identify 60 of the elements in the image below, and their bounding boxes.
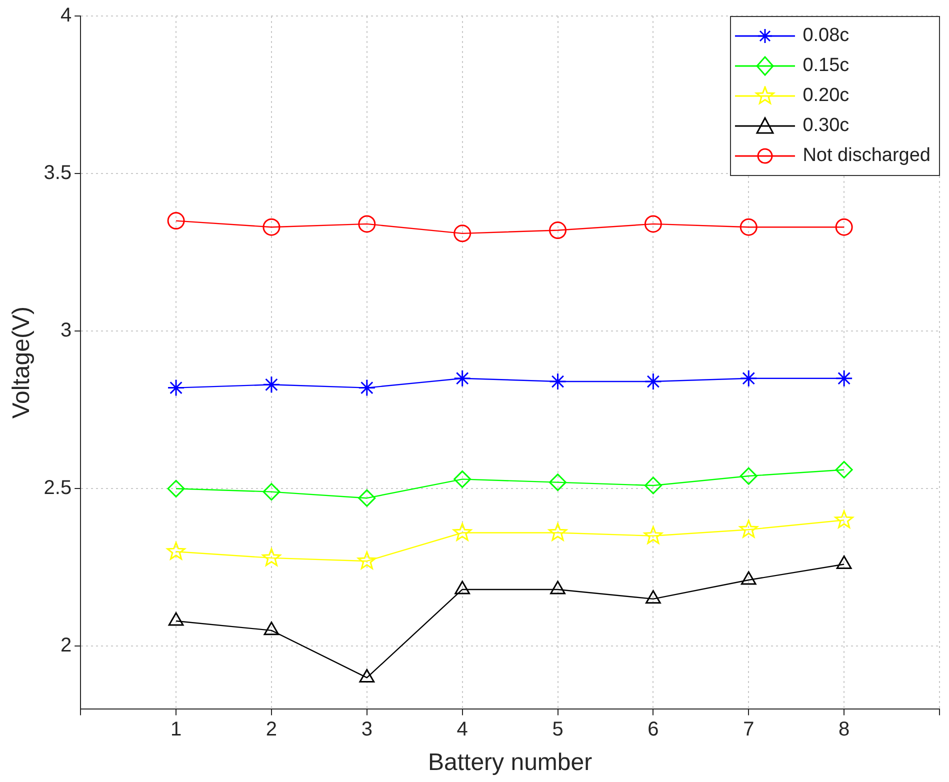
point — [359, 668, 375, 682]
point — [358, 489, 376, 507]
point — [262, 483, 280, 501]
point — [358, 551, 376, 570]
point — [262, 376, 280, 394]
legend-label: 0.20c — [802, 85, 850, 107]
point — [454, 580, 470, 594]
y-tick-label: 4 — [60, 4, 72, 27]
point — [644, 215, 662, 233]
point — [549, 372, 567, 390]
point — [644, 476, 662, 494]
x-axis-title: Battery number — [428, 749, 592, 776]
point — [454, 224, 472, 242]
point — [740, 218, 758, 236]
point — [739, 520, 758, 538]
point — [358, 379, 376, 397]
point — [836, 556, 852, 570]
point — [262, 218, 280, 236]
point — [550, 580, 566, 594]
legend-label: 0.15c — [802, 55, 850, 77]
point — [834, 510, 854, 528]
legend-label: 0.08c — [802, 25, 850, 47]
y-axis-title: Voltage(V) — [8, 306, 36, 419]
point — [740, 467, 758, 485]
y-tick-label: 3 — [60, 320, 72, 342]
point — [740, 571, 756, 585]
x-tick-label: 8 — [838, 718, 850, 741]
legend-label: Not discharged — [802, 145, 930, 167]
point — [740, 370, 758, 388]
point — [167, 212, 185, 230]
point — [454, 370, 472, 388]
x-tick-label: 7 — [743, 718, 754, 741]
point — [167, 480, 185, 498]
point — [549, 474, 567, 492]
y-tick-label: 3.5 — [44, 162, 72, 184]
x-tick-label: 1 — [170, 718, 182, 741]
y-tick-label: 2.5 — [44, 477, 72, 500]
legend-label: 0.30c — [802, 115, 850, 137]
y-tick-label: 2 — [60, 634, 72, 657]
point — [167, 379, 185, 397]
point — [646, 590, 661, 604]
point — [454, 470, 472, 488]
point — [264, 622, 280, 636]
point — [835, 370, 853, 388]
x-tick-label: 3 — [361, 718, 372, 741]
point — [644, 526, 663, 544]
point — [358, 215, 376, 233]
point — [453, 523, 472, 541]
x-tick-label: 2 — [266, 718, 278, 741]
x-tick-label: 6 — [648, 718, 659, 741]
x-tick-label: 5 — [552, 718, 564, 741]
point — [644, 372, 662, 390]
point — [835, 218, 853, 236]
point — [262, 548, 281, 566]
point — [168, 612, 184, 626]
point — [548, 523, 568, 541]
point — [166, 542, 186, 560]
point — [549, 222, 567, 240]
point — [835, 460, 853, 478]
x-tick-label: 4 — [456, 718, 468, 741]
